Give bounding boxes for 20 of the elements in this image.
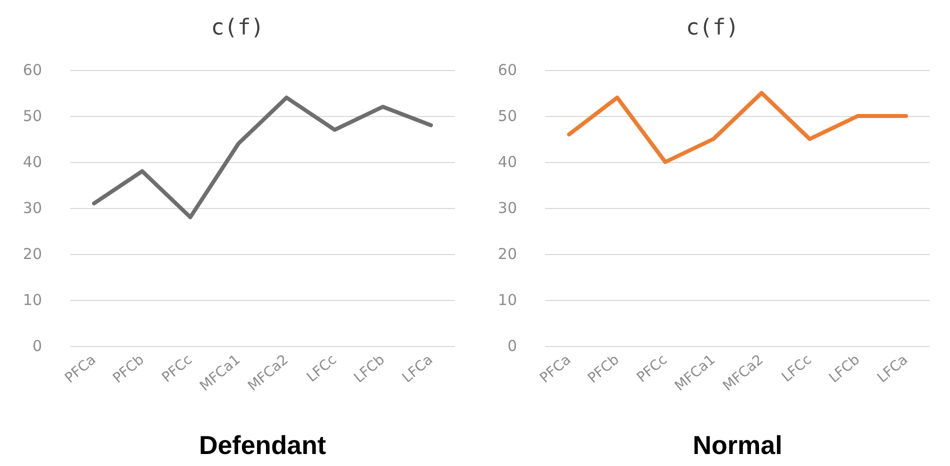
y-tick-label: 40 bbox=[498, 153, 517, 171]
y-tick-label: 30 bbox=[22, 199, 42, 217]
y-tick-label: 10 bbox=[22, 291, 42, 309]
line-series bbox=[92, 96, 433, 220]
y-tick-label: 10 bbox=[498, 291, 517, 309]
x-axis-title: Defendant bbox=[198, 430, 326, 460]
y-tick-label: 30 bbox=[498, 199, 517, 217]
y-tick-label: 40 bbox=[22, 153, 42, 171]
line-series bbox=[567, 91, 908, 164]
y-tick-label: 0 bbox=[32, 337, 42, 355]
y-tick-label: 0 bbox=[507, 337, 517, 355]
chart-title: c(f) bbox=[686, 16, 739, 40]
y-tick-label: 60 bbox=[498, 61, 517, 79]
y-tick-label: 50 bbox=[22, 107, 42, 125]
y-tick-label: 50 bbox=[498, 107, 517, 125]
y-tick-label: 60 bbox=[22, 61, 42, 79]
y-tick-label: 20 bbox=[498, 245, 517, 263]
y-tick-label: 20 bbox=[22, 245, 42, 263]
x-axis-title: Normal bbox=[692, 430, 782, 460]
chart-title: c(f) bbox=[211, 16, 264, 40]
